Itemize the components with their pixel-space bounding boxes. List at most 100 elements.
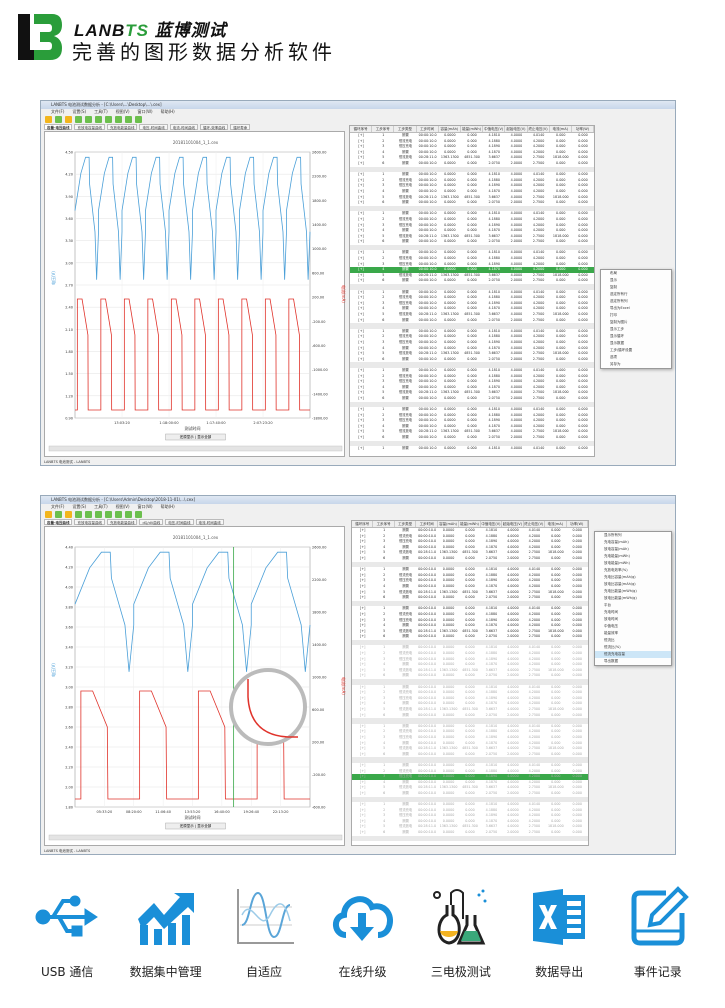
tool-icon[interactable] <box>115 116 122 123</box>
table-row[interactable]: [+] 3 恒压充电 00:00:10.0 0.0000 0.000 4.1890 4.000… <box>350 223 594 229</box>
table-row[interactable]: [+] 5 恒流放电 00:28:11.0 1363.1300 4851.300 3.663… <box>352 668 588 674</box>
table-row[interactable]: [+] 2 恒流充电 00:00:10.0 0.0000 0.000 4.1880 4.000… <box>350 178 594 184</box>
table-row[interactable]: [+] 2 恒流充电 00:00:10.0 0.0000 0.000 4.1880 4.000… <box>352 690 588 696</box>
menu-item[interactable]: 视图(V) <box>115 109 130 114</box>
table-row[interactable]: [+] 2 恒流充电 00:00:10.0 0.0000 0.000 4.1880 4.000… <box>350 413 594 419</box>
column-header[interactable]: 工步时间 <box>416 521 438 527</box>
table-row[interactable] <box>352 561 588 568</box>
table-row[interactable]: [+] 2 恒流充电 00:00:10.0 0.0000 0.000 4.1880 4.000… <box>352 573 588 579</box>
table-row[interactable]: [+] 2 恒流充电 00:00:10.0 0.0000 0.000 4.1880 4.000… <box>352 769 588 775</box>
column-header[interactable]: 能量(mWh) <box>460 521 481 527</box>
open-icon[interactable] <box>45 116 52 123</box>
column-header[interactable]: 循环序号 <box>352 521 374 527</box>
table-row[interactable]: [+] 3 恒压充电 00:00:10.0 0.0000 0.000 4.1890 4.000… <box>350 379 594 385</box>
context-menu-item[interactable]: 导出数据 <box>604 659 618 663</box>
nav-button[interactable] <box>165 433 226 441</box>
context-menu-item[interactable]: 能量效率 <box>604 631 618 635</box>
table-row[interactable]: [+] 3 恒压充电 00:00:10.0 0.0000 0.000 4.1890 4.000… <box>352 774 588 780</box>
column-header[interactable]: 起始电压(V) <box>505 126 528 132</box>
table-row[interactable]: [+] 3 恒压充电 00:00:10.0 0.0000 0.000 4.1890 4.000… <box>352 696 588 702</box>
table-row[interactable]: [+] 6 搁置 00:00:10.0 0.0000 0.000 2.0750 2.0000 2… <box>352 752 588 758</box>
table-row[interactable]: [+] 4 搁置 00:00:10.0 0.0000 0.000 4.1870 4.0000 4… <box>350 346 594 352</box>
chart-tab[interactable]: 容量-电压曲线 <box>44 124 73 130</box>
menu-item[interactable]: 视图(V) <box>115 504 130 509</box>
table-row[interactable]: [+] 1 搁置 00:00:10.0 0.0000 0.000 4.1810 4.0000 4… <box>352 567 588 573</box>
table-row[interactable]: [+] 4 搁置 00:00:10.0 0.0000 0.000 4.1870 4.0000 4… <box>350 150 594 156</box>
table-row[interactable]: [+] 6 搁置 00:00:10.0 0.0000 0.000 2.0750 2.0000 2… <box>352 673 588 679</box>
column-header[interactable]: 循环序号 <box>350 126 373 132</box>
table-row[interactable]: [+] 3 恒压充电 00:00:10.0 0.0000 0.000 4.1890 4.000… <box>350 144 594 150</box>
table-row[interactable]: [+] 3 恒压充电 00:00:10.0 0.0000 0.000 4.1890 4.000… <box>352 618 588 624</box>
nav-button[interactable] <box>165 822 226 830</box>
table-row[interactable]: [+] 4 搁置 00:00:10.0 0.0000 0.000 4.1870 4.0000 4… <box>350 424 594 430</box>
menu-item[interactable]: 帮助(H) <box>160 504 175 509</box>
chart-tab[interactable]: 充放电容量曲线 <box>74 519 105 525</box>
column-header[interactable]: 电流(mA) <box>550 126 572 132</box>
table-row[interactable]: [+] 4 搁置 00:00:10.0 0.0000 0.000 4.1870 4.0000 4… <box>352 741 588 747</box>
column-header[interactable]: 容量(mAh) <box>438 521 460 527</box>
table-row[interactable]: [+] 4 搁置 00:00:10.0 0.0000 0.000 4.1870 4.0000 4… <box>352 584 588 590</box>
table-row[interactable]: [+] 5 恒流放电 00:28:11.0 1363.1300 4851.300 3.663… <box>350 195 594 201</box>
column-header[interactable]: 工步序号 <box>372 126 395 132</box>
context-menu-item[interactable]: 恒流比 <box>604 638 615 642</box>
table-row[interactable]: [+] 5 恒流放电 00:28:11.0 1363.1300 4851.300 3.663… <box>350 312 594 318</box>
table-row[interactable]: [+] 6 搁置 00:00:10.0 0.0000 0.000 2.0750 2.0000 2… <box>350 200 594 206</box>
context-menu-item[interactable]: 显示工步 <box>610 327 624 331</box>
table-row[interactable] <box>350 205 594 212</box>
table-row[interactable] <box>350 323 594 329</box>
table-row[interactable]: [+] 3 恒压充电 00:00:10.0 0.0000 0.000 4.1890 4.000… <box>350 183 594 189</box>
tool-icon[interactable] <box>85 511 92 518</box>
save-icon[interactable] <box>55 116 62 123</box>
context-menu-item[interactable]: 布局 <box>610 271 617 275</box>
context-menu-item[interactable]: 放电比能量(mWh/g) <box>604 596 637 600</box>
table-row[interactable]: [+] 1 搁置 00:00:10.0 0.0000 0.000 4.1810 4.0000 4… <box>352 606 588 612</box>
tool-icon[interactable] <box>95 511 102 518</box>
table-row[interactable] <box>350 440 594 447</box>
table-row[interactable]: [+] 2 恒流充电 00:00:10.0 0.0000 0.000 4.1880 4.000… <box>350 334 594 340</box>
column-header[interactable]: 功率(W) <box>572 126 594 132</box>
context-menu-item[interactable]: 选定所有列 <box>610 299 628 303</box>
table-row[interactable]: [+] 4 搁置 00:00:10.0 0.0000 0.000 4.1870 4.0000 4… <box>350 385 594 391</box>
table-row[interactable]: [+] 6 搁置 00:00:10.0 0.0000 0.000 2.0750 2.0000 2… <box>350 318 594 324</box>
table-row[interactable]: [+] 2 恒流充电 00:00:10.0 0.0000 0.000 4.1880 4.000… <box>350 139 594 145</box>
table-row[interactable]: [+] 4 搁置 00:00:10.0 0.0000 0.000 4.1870 4.0000 4… <box>350 228 594 234</box>
chart-tab[interactable]: 循环-效率曲线 <box>199 124 229 130</box>
table-row[interactable]: [+] 2 恒流充电 00:00:10.0 0.0000 0.000 4.1880 4.000… <box>352 612 588 618</box>
menu-item[interactable]: 工具(T) <box>94 504 108 509</box>
table-row[interactable] <box>350 362 594 368</box>
table-row[interactable]: [+] 4 搁置 00:00:10.0 0.0000 0.000 4.1870 4.0000 4… <box>352 701 588 707</box>
chart-tab[interactable]: 电压-时间曲线 <box>139 124 168 130</box>
context-menu-item[interactable]: 复制为图片 <box>610 320 628 324</box>
context-menu-item[interactable]: 显示所有列 <box>604 533 622 537</box>
table-row[interactable]: [+] 5 恒流放电 00:28:11.0 1363.1300 4851.300 3.663… <box>350 429 594 435</box>
table-row[interactable]: [+] 4 搁置 00:00:10.0 0.0000 0.000 4.1870 4.0000 4… <box>352 662 588 668</box>
context-menu-item[interactable]: 显示 <box>610 278 617 282</box>
table-row[interactable]: [+] 4 搁置 00:00:10.0 0.0000 0.000 4.1870 4.0000 4… <box>352 819 588 825</box>
table-row[interactable]: [+] 6 搁置 00:00:10.0 0.0000 0.000 2.0750 2.0000 2… <box>350 278 594 284</box>
table-row[interactable]: [+] 2 恒流充电 00:00:10.0 0.0000 0.000 4.1880 4.000… <box>350 217 594 223</box>
context-menu-item[interactable]: 选定所有行 <box>610 292 628 296</box>
menu-item[interactable]: 窗口(W) <box>137 109 153 114</box>
menu-item[interactable]: 帮助(H) <box>160 109 175 114</box>
tool-icon[interactable] <box>135 116 142 123</box>
table-row[interactable]: [+] 2 恒流充电 00:00:10.0 0.0000 0.000 4.1880 4.000… <box>350 256 594 262</box>
column-header[interactable]: 功率(W) <box>567 521 588 527</box>
horizontal-scrollbar[interactable] <box>48 834 343 841</box>
column-header[interactable]: 中值电压(V) <box>483 126 506 132</box>
context-menu-item[interactable]: 导出为Excel <box>610 306 630 310</box>
nav-button-label[interactable]: 还原显示 | 显示全部 <box>180 434 212 439</box>
menu-item[interactable]: 设置(S) <box>72 109 87 114</box>
context-menu-item[interactable]: 复制 <box>610 285 617 289</box>
context-menu-item[interactable]: 放电容量(mAh) <box>604 547 629 551</box>
table-row[interactable]: [+] 1 搁置 00:00:10.0 0.0000 0.000 4.1810 4.0000 4… <box>352 802 588 808</box>
table-row[interactable]: [+] 5 恒流放电 00:28:11.0 1363.1300 4851.300 3.663… <box>352 746 588 752</box>
context-menu-item[interactable]: 充电容量(mAh) <box>604 540 629 544</box>
table-row[interactable]: [+] 2 恒流充电 00:00:10.0 0.0000 0.000 4.1880 4.000… <box>352 651 588 657</box>
table-row[interactable]: [+] 6 搁置 00:00:10.0 0.0000 0.000 2.0750 2.0000 2… <box>352 634 588 640</box>
folder-icon[interactable] <box>65 511 72 518</box>
context-menu-item[interactable]: 中值电压 <box>604 624 618 628</box>
table-row[interactable]: [+] 2 恒流充电 00:00:10.0 0.0000 0.000 4.1880 4.000… <box>352 729 588 735</box>
table-row[interactable]: [+] 1 搁置 00:00:10.0 0.0000 0.000 4.1810 4.0000 4… <box>350 211 594 217</box>
table-row[interactable]: [+] 3 恒压充电 00:00:10.0 0.0000 0.000 4.1890 4.000… <box>350 418 594 424</box>
column-header[interactable]: 终止电压(V) <box>528 126 550 132</box>
